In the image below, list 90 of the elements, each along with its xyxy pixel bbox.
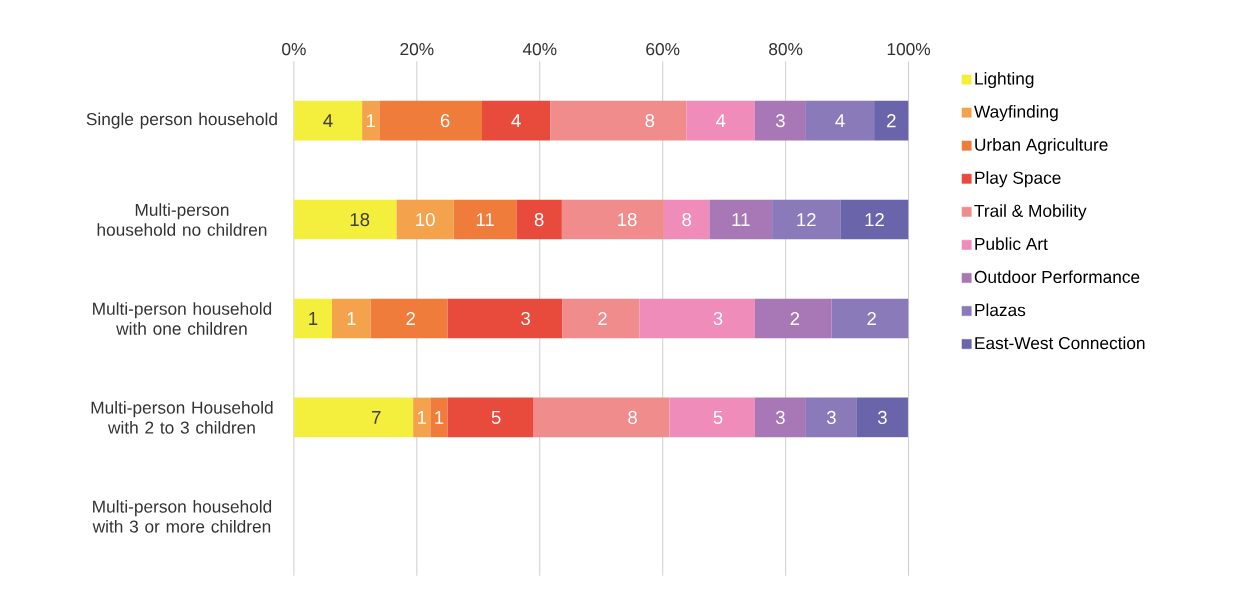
annotation: 2 xyxy=(887,114,896,128)
bar xyxy=(856,397,908,438)
annotation: 11 xyxy=(732,213,750,227)
annotation: 3 xyxy=(775,114,785,128)
x-tick-label: 100% xyxy=(887,43,931,56)
annotation: 2 xyxy=(790,312,800,326)
bar xyxy=(874,101,909,141)
annotation: 8 xyxy=(534,213,544,227)
bar xyxy=(561,200,664,240)
bar xyxy=(396,200,454,240)
annotation: 1 xyxy=(435,411,444,425)
annotation: 1 xyxy=(309,312,318,326)
bar xyxy=(533,397,670,438)
annotation: 12 xyxy=(797,213,816,227)
bar xyxy=(293,397,414,438)
bar xyxy=(754,298,832,339)
y-tick-label: Multi-person household with one children xyxy=(93,302,272,336)
x-tick-label: 80% xyxy=(769,43,803,56)
y-tick-label: Multi-person household with 3 or more children xyxy=(92,500,272,533)
legend-label: Outdoor Performance xyxy=(974,270,1140,284)
legend-label: Wayfinding xyxy=(974,105,1058,122)
annotation: 4 xyxy=(511,114,521,128)
bar xyxy=(453,200,517,240)
bar xyxy=(754,397,806,438)
bar xyxy=(772,200,841,240)
bar xyxy=(562,298,640,339)
x-tick-label: 40% xyxy=(522,43,557,56)
bar xyxy=(332,298,371,339)
x-tick-label: 60% xyxy=(646,43,680,56)
bar xyxy=(379,101,482,141)
annotation: 5 xyxy=(491,411,501,425)
annotation: 12 xyxy=(865,213,884,227)
legend-label: Lighting xyxy=(975,72,1034,89)
bar xyxy=(663,200,710,240)
legend-label: Public Art xyxy=(975,237,1048,251)
annotation: 18 xyxy=(350,213,370,227)
bar xyxy=(481,101,551,141)
annotation: 8 xyxy=(645,114,655,128)
legend-label: Plazas xyxy=(975,303,1026,317)
bar xyxy=(669,397,755,438)
bar xyxy=(831,298,909,339)
y-tick-label: Multi-person Household with 2 to 3 children xyxy=(91,401,273,434)
annotation: 6 xyxy=(440,114,450,128)
legend-label: Trail & Mobility xyxy=(974,204,1087,221)
annotation: 11 xyxy=(476,213,494,227)
annotation: 4 xyxy=(323,114,333,128)
annotation: 1 xyxy=(366,114,375,128)
bar xyxy=(840,200,909,240)
x-tick-label: 20% xyxy=(400,43,434,56)
bar xyxy=(709,200,773,240)
legend-label: Urban Agriculture xyxy=(975,138,1108,155)
x-tick-label: 0% xyxy=(282,43,306,56)
bar xyxy=(370,298,448,339)
annotation: 5 xyxy=(713,411,723,425)
bar xyxy=(805,397,857,438)
bar xyxy=(516,200,562,240)
annotation: 2 xyxy=(867,312,876,326)
annotation: 8 xyxy=(628,411,637,425)
annotation: 4 xyxy=(716,114,726,128)
y-tick-label: Single person household xyxy=(86,112,277,129)
annotation: 2 xyxy=(598,312,607,326)
annotation: 2 xyxy=(406,312,415,326)
annotation: 3 xyxy=(775,411,785,425)
annotation: 7 xyxy=(372,411,381,425)
bar xyxy=(447,298,563,339)
bar xyxy=(447,397,533,438)
y-tick-label: Multi-person household no children xyxy=(97,203,267,237)
annotation: 4 xyxy=(835,114,845,128)
bar xyxy=(293,101,363,141)
annotation: 18 xyxy=(618,213,637,227)
annotation: 8 xyxy=(682,213,692,227)
annotation: 3 xyxy=(826,411,836,425)
bar xyxy=(362,101,380,141)
bar xyxy=(430,397,448,438)
bar xyxy=(550,101,687,141)
annotation: 10 xyxy=(416,213,435,227)
bar xyxy=(293,298,333,339)
bar xyxy=(686,101,755,141)
annotation: 3 xyxy=(877,411,887,425)
annotation: 3 xyxy=(521,312,530,326)
bar xyxy=(413,397,431,438)
bar xyxy=(293,200,397,240)
bar xyxy=(754,101,806,141)
legend-label: Play Space xyxy=(975,171,1061,188)
bar xyxy=(805,101,875,141)
legend-label: East-West Connection xyxy=(975,336,1145,350)
annotation: 3 xyxy=(713,312,723,326)
annotation: 1 xyxy=(417,411,427,425)
annotation: 1 xyxy=(347,312,356,326)
bar xyxy=(639,298,755,339)
